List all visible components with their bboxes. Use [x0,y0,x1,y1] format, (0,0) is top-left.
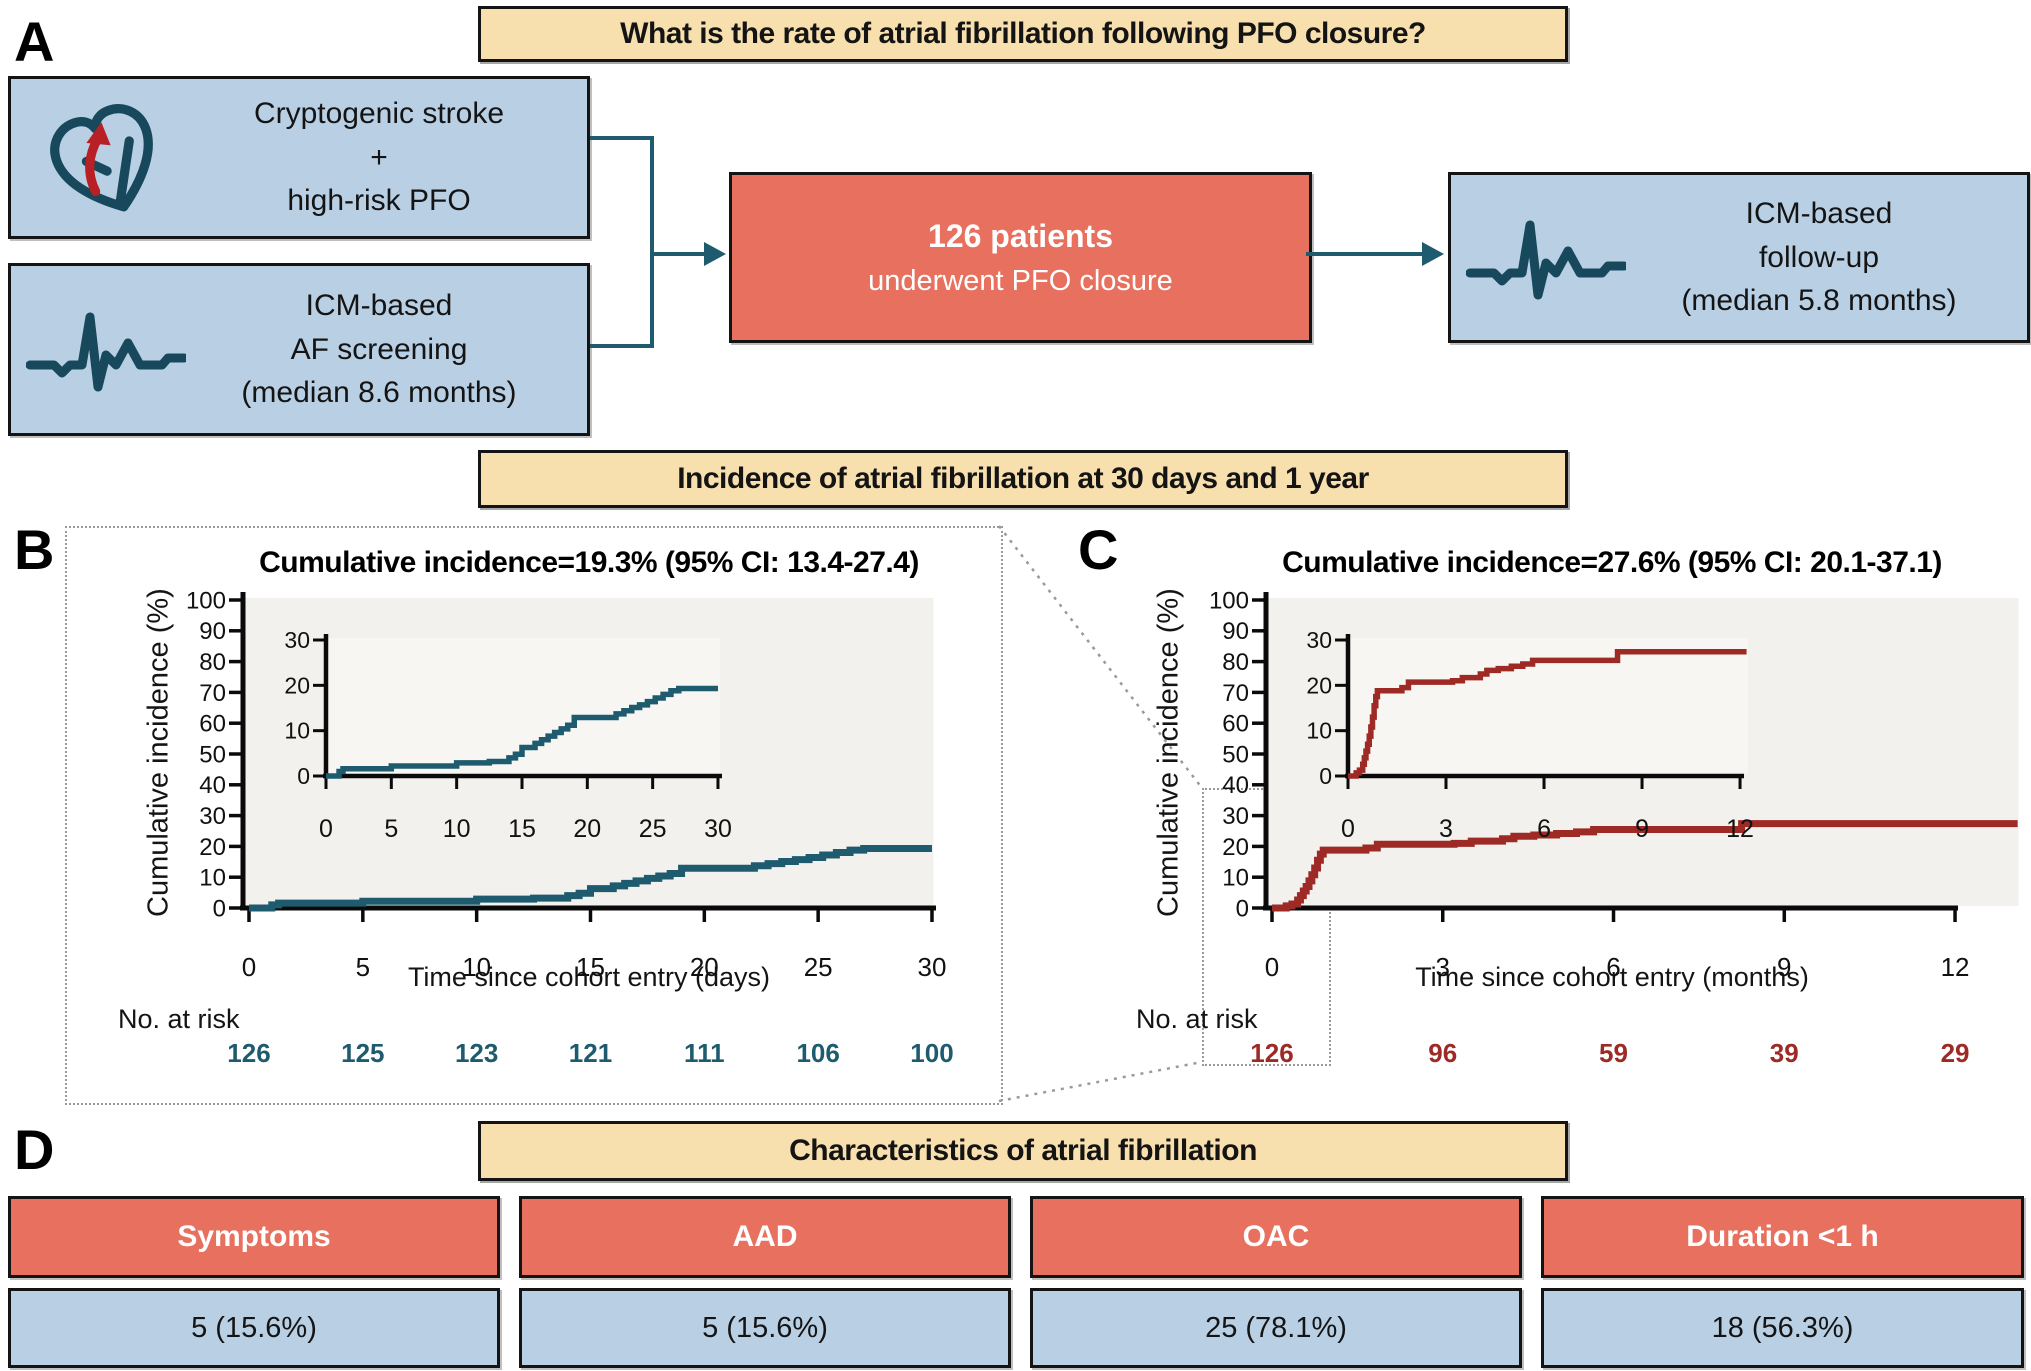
ecg-icon [11,307,201,393]
svg-text:60: 60 [1222,711,1249,738]
panel-b-title: Cumulative incidence=19.3% (95% CI: 13.4… [259,546,919,579]
at-risk-count: 59 [1599,1038,1628,1068]
svg-text:9: 9 [1635,815,1649,843]
at-risk-count: 39 [1769,1038,1799,1068]
panel-b-ylabel: Cumulative incidence (%) [142,588,175,918]
svg-text:20: 20 [1306,672,1332,698]
panel-c-xlabel: Time since cohort entry (months) [1415,962,1809,992]
patients-count: 126 patients [928,217,1113,254]
panel-c-at-risk-label: No. at risk [1136,1004,1258,1034]
patients-box: 126 patients underwent PFO closure [729,172,1312,343]
svg-text:12: 12 [1726,815,1754,843]
panel-b-frame [65,526,1003,1105]
at-risk-count: 96 [1428,1038,1458,1068]
svg-text:6: 6 [1537,815,1551,843]
screening-line-3: (median 8.6 months) [241,376,517,410]
icm-followup-text: ICM-based follow-up (median 5.8 months) [1641,192,2027,323]
icm-screening-text: ICM-based AF screening (median 8.6 month… [201,284,587,415]
panel-c-title: Cumulative incidence=27.6% (95% CI: 20.1… [1282,546,1942,579]
banner-question: What is the rate of atrial fibrillation … [478,6,1568,62]
followup-line-3: (median 5.8 months) [1681,284,1957,318]
d-value-symptoms-text: 5 (15.6%) [191,1311,317,1344]
panel-d-label: D [14,1118,55,1181]
at-risk-count: 125 [341,1038,385,1068]
at-risk-count: 121 [568,1038,613,1068]
d-header-symptoms-text: Symptoms [177,1220,331,1253]
followup-line-2: follow-up [1758,240,1880,274]
svg-text:80: 80 [1222,649,1249,676]
stroke-line-2: + [370,140,388,174]
panel-a-label: A [14,10,55,73]
followup-line-1: ICM-based [1745,197,1893,231]
svg-text:50: 50 [1222,741,1249,768]
svg-text:0: 0 [1341,815,1355,843]
d-value-duration-text: 18 (56.3%) [1711,1311,1854,1344]
cryptogenic-stroke-text: Cryptogenic stroke + high-risk PFO [201,92,587,223]
at-risk-count: 126 [227,1038,271,1068]
d-header-duration-text: Duration <1 h [1686,1220,1879,1253]
d-value-oac-text: 25 (78.1%) [1205,1311,1347,1344]
patients-desc: underwent PFO closure [868,264,1173,297]
icm-followup-box: ICM-based follow-up (median 5.8 months) [1448,172,2030,343]
at-risk-count: 100 [910,1038,954,1068]
cryptogenic-stroke-box: Cryptogenic stroke + high-risk PFO [8,76,590,239]
panel-b-xlabel: Time since cohort entry (days) [407,962,771,992]
d-header-duration: Duration <1 h [1541,1196,2024,1278]
d-header-aad: AAD [519,1196,1011,1278]
d-header-oac: OAC [1030,1196,1522,1278]
banner-question-text: What is the rate of atrial fibrillation … [620,17,1426,50]
svg-text:90: 90 [1222,618,1249,645]
at-risk-count: 111 [684,1038,725,1068]
at-risk-count: 126 [1250,1038,1294,1068]
stroke-line-1: Cryptogenic stroke [253,97,505,131]
panel-b-label: B [14,518,55,581]
d-value-aad: 5 (15.6%) [519,1288,1011,1368]
panel-c-ylabel: Cumulative incidence (%) [1152,588,1185,918]
panel-b-at-risk-label: No. at risk [118,1004,240,1034]
arrow-right-icon [1422,242,1444,266]
icm-screening-box: ICM-based AF screening (median 8.6 month… [8,263,590,436]
svg-text:3: 3 [1439,815,1453,843]
screening-line-2: AF screening [290,332,468,366]
ecg-followup-icon [1451,215,1641,301]
svg-text:0: 0 [1319,763,1332,789]
at-risk-count: 123 [454,1038,499,1068]
banner-incidence-text: Incidence of atrial fibrillation at 30 d… [677,462,1369,495]
d-value-aad-text: 5 (15.6%) [702,1311,828,1344]
svg-text:70: 70 [1222,680,1249,707]
svg-text:30: 30 [1306,627,1332,653]
panel-c-label: C [1078,518,1119,581]
svg-text:100: 100 [1209,587,1249,614]
at-risk-count: 29 [1940,1038,1970,1068]
screening-line-1: ICM-based [305,289,453,323]
d-value-symptoms: 5 (15.6%) [8,1288,500,1368]
d-header-oac-text: OAC [1242,1220,1310,1253]
arrow-right-icon [704,242,726,266]
stroke-line-3: high-risk PFO [287,184,471,218]
banner-characteristics-text: Characteristics of atrial fibrillation [789,1134,1257,1167]
d-header-aad-text: AAD [732,1220,798,1253]
banner-incidence: Incidence of atrial fibrillation at 30 d… [478,450,1568,508]
svg-text:10: 10 [1306,718,1332,744]
d-value-duration: 18 (56.3%) [1541,1288,2024,1368]
d-header-symptoms: Symptoms [8,1196,500,1278]
at-risk-count: 106 [796,1038,840,1068]
heart-pfo-icon [11,92,201,224]
banner-characteristics: Characteristics of atrial fibrillation [478,1121,1568,1181]
d-value-oac: 25 (78.1%) [1030,1288,1522,1368]
